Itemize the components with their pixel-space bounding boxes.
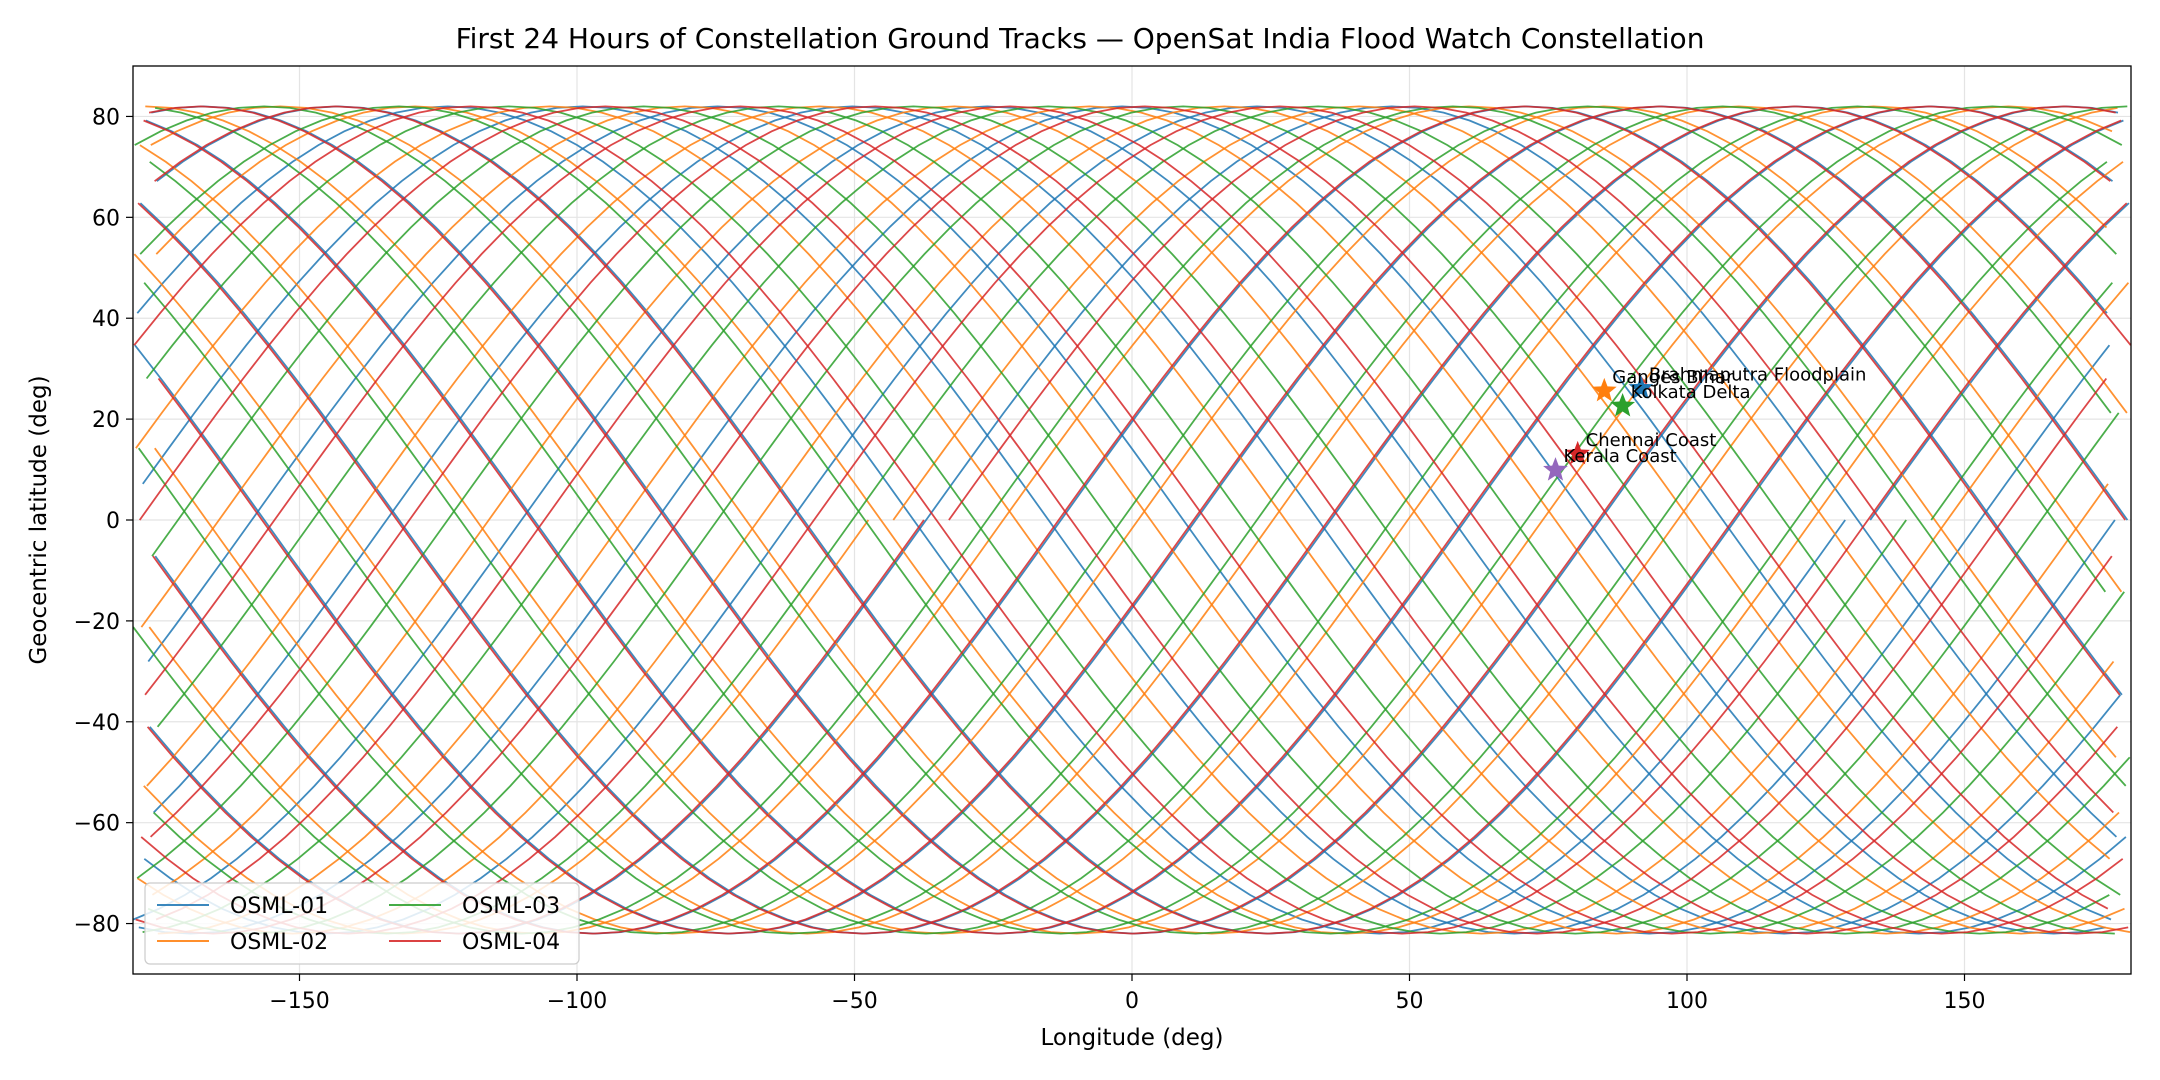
- ground-track-line: [143, 105, 2111, 935]
- legend-label: OSML-01: [230, 894, 328, 919]
- y-tick-label: 80: [92, 105, 120, 130]
- ground-track-line: [948, 105, 2114, 814]
- ground-track-line: [154, 105, 2123, 935]
- y-tick-label: −20: [74, 610, 120, 635]
- ground-track-line: [139, 105, 2108, 935]
- ground-track-line: [1930, 282, 2113, 521]
- ground-track-line: [133, 105, 2128, 935]
- ground-track-line: [156, 105, 2124, 935]
- ground-track-line: [148, 105, 2116, 935]
- series-osml-02: [133, 105, 2131, 935]
- y-tick-label: 60: [92, 206, 120, 231]
- ground-track-line: [147, 105, 2116, 935]
- ground-track-line: [147, 105, 2115, 935]
- target-marker: [1591, 377, 1617, 402]
- ground-track-line: [154, 105, 2122, 935]
- target-label: Chennai Coast: [1586, 430, 1717, 451]
- ground-track-line: [134, 105, 2128, 935]
- x-tick-label: 50: [1396, 989, 1424, 1014]
- ground-track-line: [144, 105, 2113, 935]
- x-axis-label: Longitude (deg): [1040, 1025, 1223, 1051]
- x-tick-label: −150: [269, 989, 329, 1014]
- target-marker: [1610, 393, 1635, 417]
- ground-track-line: [1869, 202, 2130, 521]
- ground-track-line: [155, 105, 2124, 935]
- ground-track-line: [154, 105, 2123, 935]
- ground-track-line: [155, 105, 2124, 935]
- legend-label: OSML-02: [230, 930, 328, 955]
- ground-track-line: [156, 105, 2125, 935]
- x-tick-label: 0: [1125, 989, 1139, 1014]
- target-label: Brahmaputra Floodplain: [1649, 364, 1866, 385]
- ground-track-line: [133, 105, 2127, 935]
- target-label: Kolkata Delta: [1631, 382, 1751, 403]
- ground-track-line: [143, 105, 2112, 935]
- ground-track-line: [137, 105, 2131, 935]
- ground-track-line: [133, 105, 2128, 935]
- legend: OSML-01 OSML-02 OSML-03 OSML-04: [144, 882, 580, 965]
- target-marker: [1543, 457, 1568, 481]
- ground-track-line: [157, 105, 2126, 935]
- y-axis-label: Geocentric latitude (deg): [26, 375, 52, 664]
- ground-track-line: [149, 105, 2118, 935]
- target-marker: [1628, 375, 1654, 399]
- legend-label: OSML-04: [462, 930, 560, 955]
- ground-track-line: [145, 105, 2113, 935]
- ground-track-line: [139, 105, 2108, 935]
- target-label: Ganges Bihar: [1612, 367, 1734, 388]
- target-label: Kerala Coast: [1563, 446, 1676, 467]
- ground-track-line: [145, 105, 2114, 935]
- x-tick-label: −100: [547, 989, 607, 1014]
- x-tick-label: 100: [1666, 989, 1708, 1014]
- y-tick-label: −80: [74, 913, 120, 938]
- ground-track-line: [892, 105, 2111, 860]
- ground-track-line: [151, 105, 2120, 935]
- ground-track-line: [137, 105, 2107, 935]
- y-tick-label: −60: [74, 812, 120, 837]
- ground-track-line: [136, 105, 2131, 935]
- y-tick-label: 40: [92, 307, 120, 332]
- ground-track-line: [142, 105, 2111, 935]
- legend-label: OSML-03: [462, 894, 560, 919]
- x-tick-label: −50: [831, 989, 877, 1014]
- ground-track-line: [138, 105, 2106, 935]
- axis-ticks: −150 −100 −50 0 50 100 150 −80 −60 −40 −20 0 20 40 60 8…: [74, 105, 1986, 1014]
- ground-track-line: [138, 105, 2108, 935]
- target-marker: [1565, 440, 1590, 465]
- ground-track-line: [142, 105, 2110, 935]
- ground-track-line: [145, 105, 1907, 935]
- ground-track-line: [135, 105, 2129, 935]
- legend-box: [144, 882, 580, 965]
- y-tick-label: 0: [106, 509, 120, 534]
- ground-track-line: [135, 105, 2130, 935]
- chart-title: First 24 Hours of Constellation Ground T…: [455, 22, 1705, 55]
- y-tick-label: 20: [92, 408, 120, 433]
- x-tick-label: 150: [1944, 989, 1986, 1014]
- y-tick-label: −40: [74, 711, 120, 736]
- ground-tracks: [133, 105, 2131, 935]
- ground-track-line: [150, 105, 2118, 935]
- ground-track-line: [157, 105, 2125, 935]
- ground-track-line: [140, 105, 2109, 935]
- ground-track-line: [149, 105, 2117, 935]
